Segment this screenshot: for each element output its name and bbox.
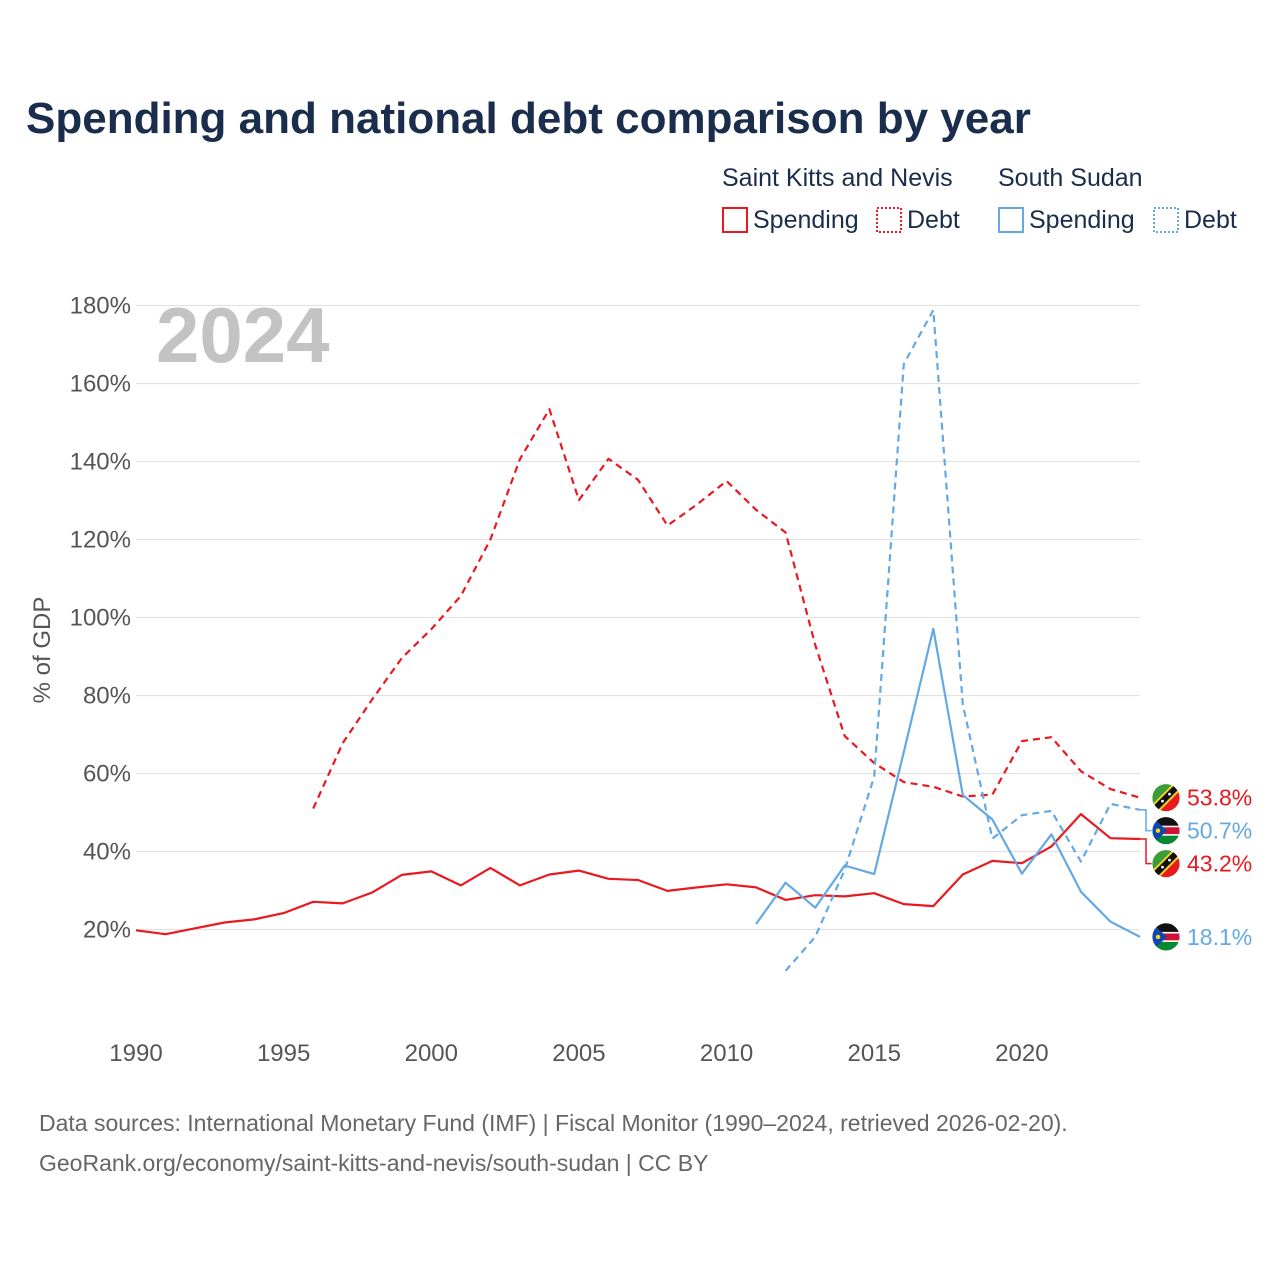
legend-swatch-kn-debt <box>876 207 902 233</box>
legend-group-saint-kitts: Saint Kitts and Nevis <box>722 164 953 192</box>
flag-saint-kitts-icon <box>1151 783 1181 813</box>
x-tick-label: 2010 <box>700 1040 753 1067</box>
x-tick-label: 2000 <box>405 1040 458 1067</box>
flag-south-sudan-icon <box>1151 816 1181 846</box>
source-line-2: GeoRank.org/economy/saint-kitts-and-nevi… <box>39 1150 708 1176</box>
series-line-saint-kitts-and-nevis-debt <box>312 408 1141 810</box>
series-line-south-sudan-debt <box>784 309 1141 972</box>
legend-swatch-ss-debt <box>1153 207 1179 233</box>
legend-label-ss-spending: Spending <box>1029 206 1135 234</box>
end-labels: 53.8% 50.7% 43.2% 18.1% <box>1140 783 1252 952</box>
y-tick-label: 40% <box>83 839 131 866</box>
x-tick-label: 2005 <box>552 1040 605 1067</box>
y-tick-label: 140% <box>70 449 131 476</box>
series-lines <box>135 309 1141 972</box>
x-tick-label: 1995 <box>257 1040 310 1067</box>
end-label-south-sudan-spending: 18.1% <box>1187 924 1252 950</box>
legend-label-kn-spending: Spending <box>753 206 859 234</box>
series-line-south-sudan-spending <box>755 627 1141 938</box>
y-tick-label: 20% <box>83 917 131 944</box>
series-line-saint-kitts-and-nevis-spending <box>135 813 1141 936</box>
x-axis-ticks: 1990 1995 2000 2005 2010 2015 2020 <box>109 1040 1048 1067</box>
year-watermark: 2024 <box>156 291 330 379</box>
flag-saint-kitts-icon <box>1151 849 1181 879</box>
legend-label-ss-debt: Debt <box>1184 206 1237 234</box>
y-tick-label: 180% <box>70 293 131 320</box>
end-connector-saint-kitts-and-nevis-spending <box>1140 838 1152 865</box>
flag-south-sudan-icon <box>1151 922 1181 952</box>
legend-group-south-sudan: South Sudan <box>998 164 1143 192</box>
y-axis-label: % of GDP <box>29 597 56 704</box>
x-tick-label: 2015 <box>848 1040 901 1067</box>
legend: Saint Kitts and Nevis South Sudan Spendi… <box>722 164 1237 234</box>
y-axis-ticks: 20% 40% 60% 80% 100% 120% 140% 160% 180% <box>70 293 131 944</box>
x-tick-label: 1990 <box>109 1040 162 1067</box>
gridlines <box>136 304 1140 931</box>
y-tick-label: 60% <box>83 761 131 788</box>
legend-label-kn-debt: Debt <box>907 206 960 234</box>
y-tick-label: 100% <box>70 605 131 632</box>
y-tick-label: 160% <box>70 371 131 398</box>
legend-swatch-ss-spending <box>998 207 1024 233</box>
x-tick-label: 2020 <box>995 1040 1048 1067</box>
end-label-south-sudan-debt: 50.7% <box>1187 818 1252 844</box>
end-connector-south-sudan-debt <box>1140 809 1152 832</box>
y-tick-label: 120% <box>70 527 131 554</box>
legend-swatch-kn-spending <box>722 207 748 233</box>
end-label-saint-kitts-and-nevis-debt: 53.8% <box>1187 785 1252 811</box>
source-line-1: Data sources: International Monetary Fun… <box>39 1110 1068 1136</box>
end-label-saint-kitts-and-nevis-spending: 43.2% <box>1187 851 1252 877</box>
chart-title: Spending and national debt comparison by… <box>26 94 1031 143</box>
y-tick-label: 80% <box>83 683 131 710</box>
